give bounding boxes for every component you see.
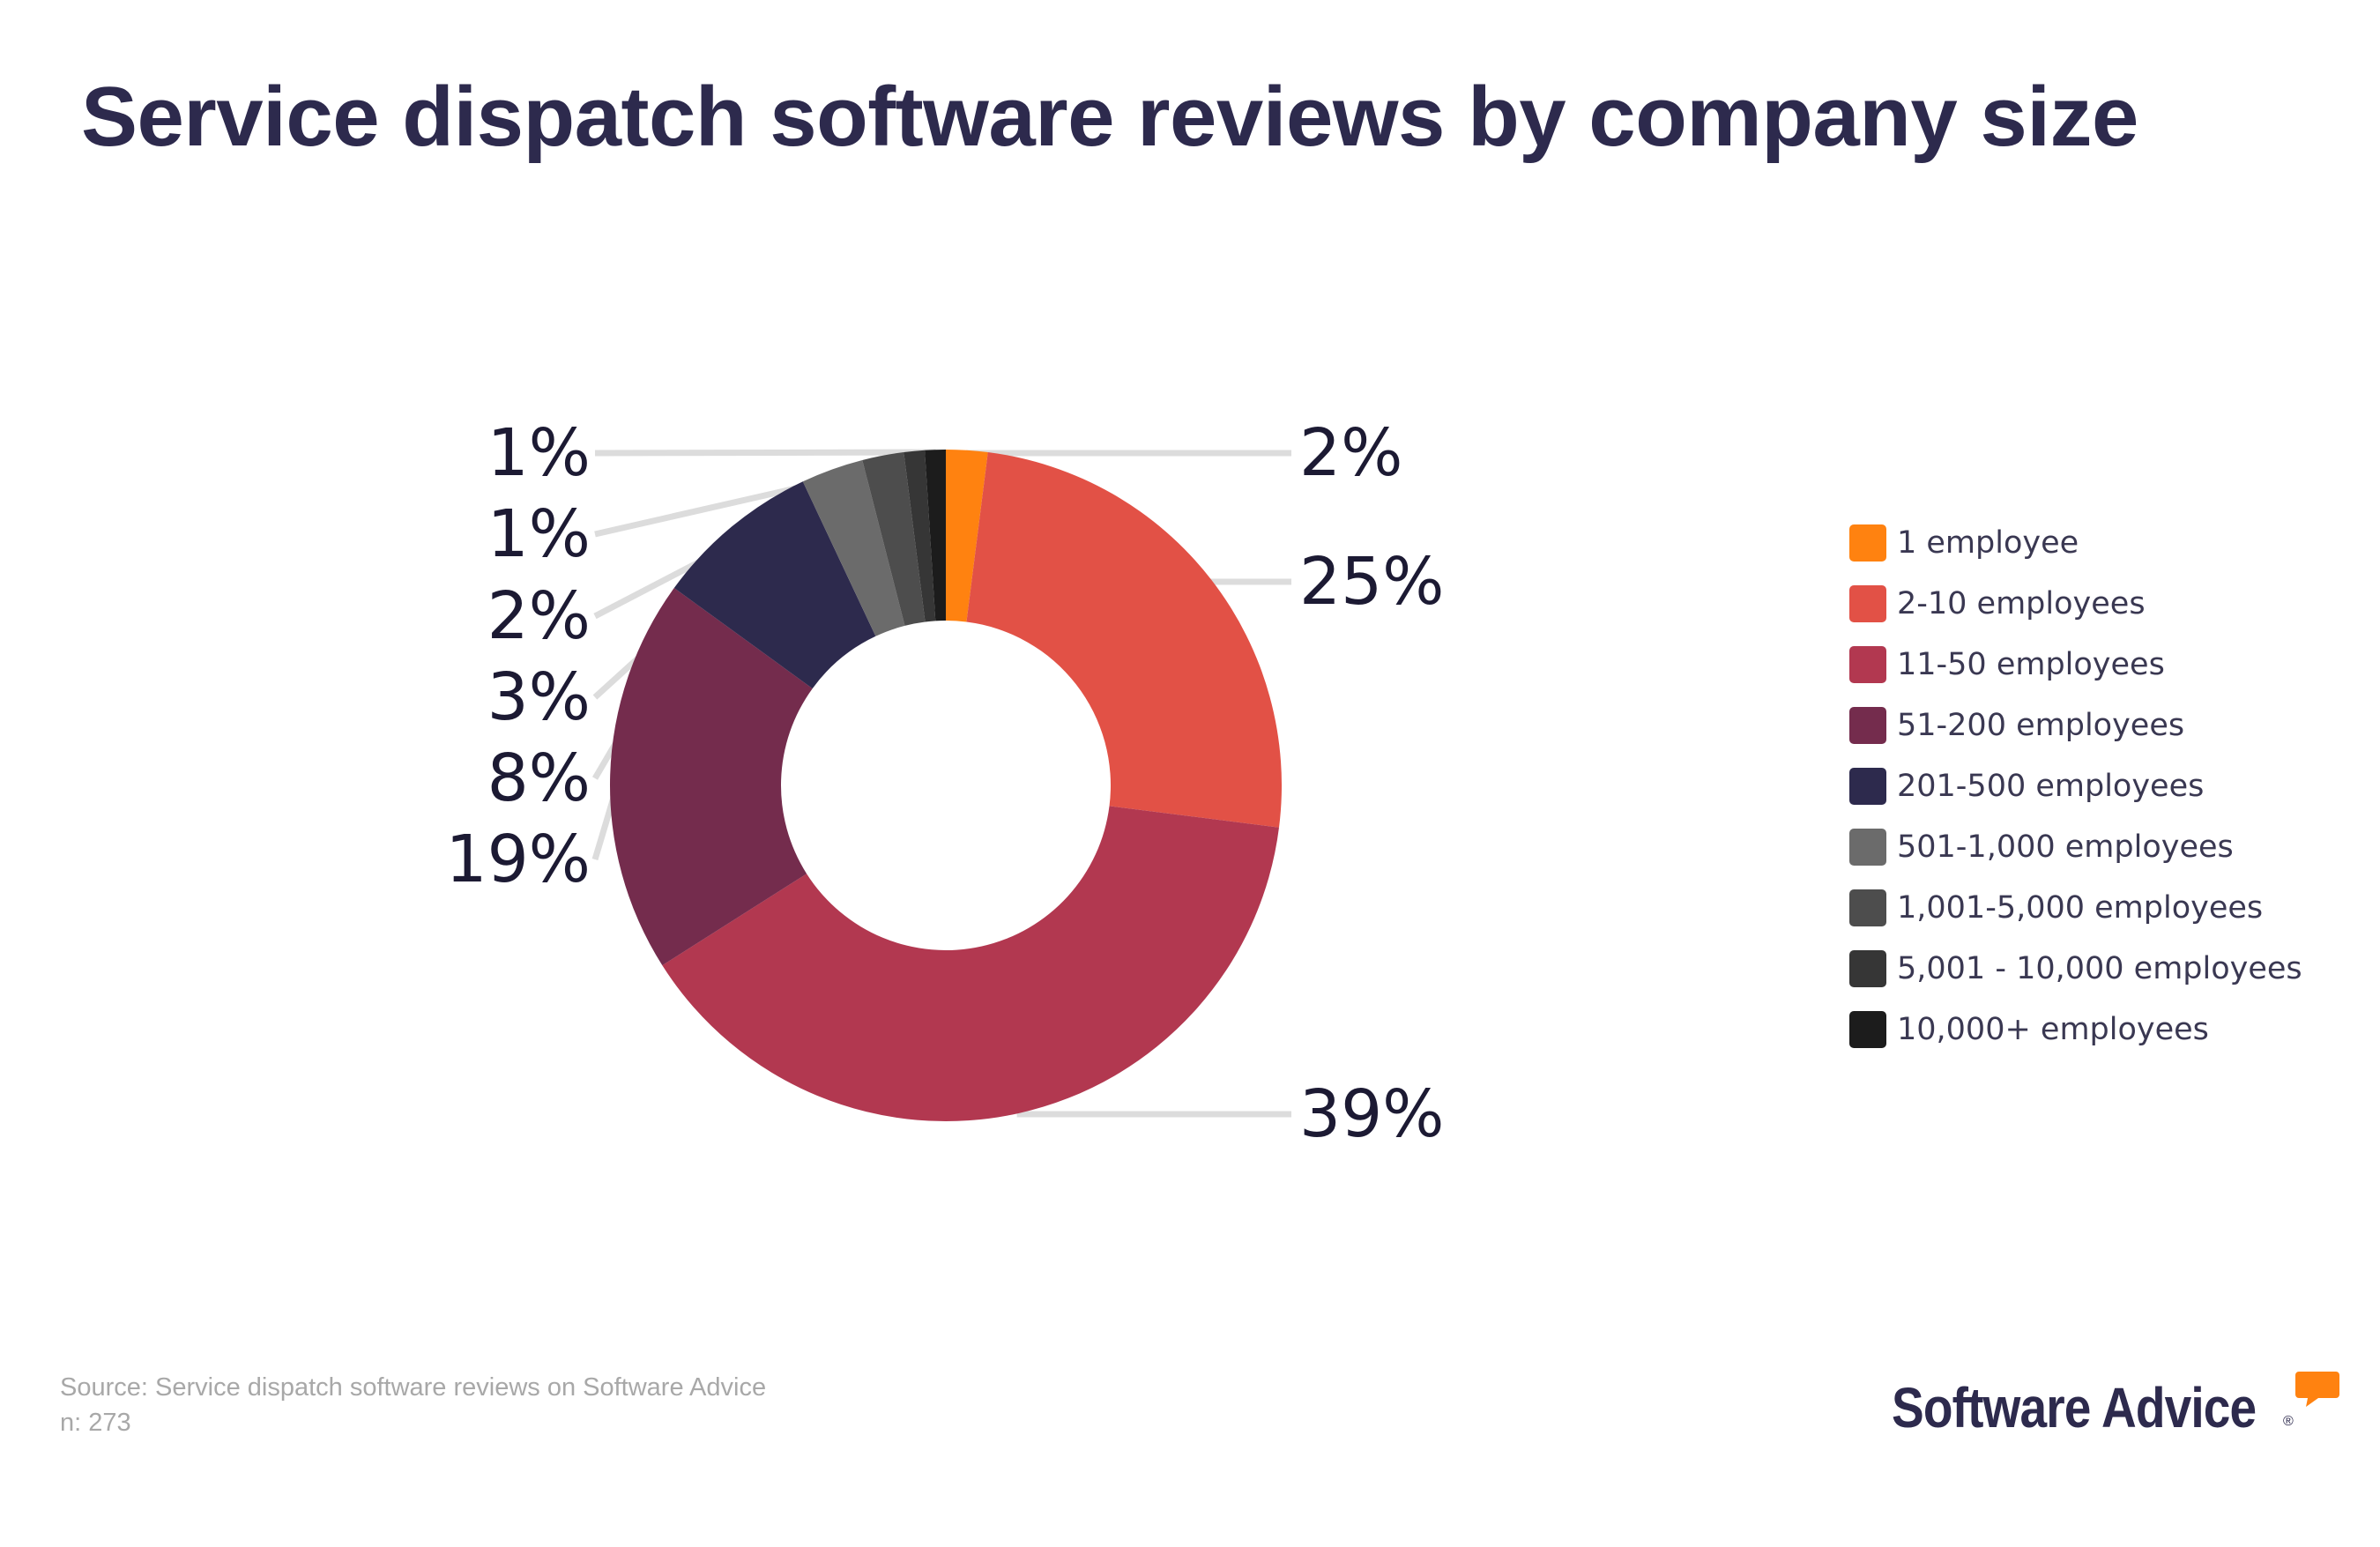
- legend-item: 5,001 - 10,000 employees: [1849, 949, 2302, 988]
- legend-swatch: [1849, 950, 1886, 987]
- slice-3: [610, 588, 813, 966]
- slice-2: [662, 806, 1279, 1122]
- slice-8: [925, 450, 946, 621]
- legend-swatch: [1849, 829, 1886, 866]
- legend-item: 51-200 employees: [1849, 706, 2184, 745]
- data-label-0: 2%: [1299, 415, 1403, 491]
- registered-mark: ®: [2283, 1414, 2294, 1429]
- legend-label: 2-10 employees: [1897, 586, 2146, 621]
- speech-bubble-icon: [2295, 1372, 2339, 1407]
- data-label-5: 3%: [487, 659, 591, 735]
- data-label-4: 8%: [487, 740, 591, 816]
- logo-text: Software Advice: [1892, 1376, 2257, 1439]
- data-label-8: 1%: [487, 415, 591, 491]
- legend-item: 10,000+ employees: [1849, 1010, 2209, 1049]
- legend-swatch: [1849, 646, 1886, 683]
- legend-label: 11-50 employees: [1897, 647, 2165, 682]
- leader-line-8: [594, 449, 936, 457]
- legend-label: 51-200 employees: [1897, 708, 2185, 743]
- legend-swatch: [1849, 768, 1886, 805]
- legend-swatch: [1849, 1011, 1886, 1048]
- source-note: Source: Service dispatch software review…: [60, 1373, 767, 1402]
- slice-5: [802, 459, 905, 636]
- slice-1: [966, 452, 1283, 828]
- legend-swatch: [1849, 524, 1886, 562]
- data-label-7: 1%: [487, 496, 591, 572]
- legend-label: 501-1,000 employees: [1897, 829, 2234, 865]
- legend-item: 201-500 employees: [1849, 767, 2204, 806]
- data-label-2: 39%: [1299, 1076, 1445, 1152]
- legend-item: 2-10 employees: [1849, 584, 2146, 623]
- legend-item: 501-1,000 employees: [1849, 828, 2234, 866]
- legend-label: 10,000+ employees: [1897, 1012, 2209, 1047]
- slice-6: [862, 452, 926, 626]
- slice-4: [673, 481, 876, 689]
- legend-swatch: [1849, 707, 1886, 744]
- legend-label: 1,001-5,000 employees: [1897, 890, 2264, 926]
- sample-size: n: 273: [60, 1409, 131, 1437]
- data-label-1: 25%: [1299, 544, 1445, 620]
- slice-0: [946, 450, 988, 622]
- data-label-3: 19%: [445, 822, 591, 897]
- legend-swatch: [1849, 585, 1886, 622]
- chart-title: Service dispatch software reviews by com…: [81, 70, 2138, 164]
- legend-label: 1 employee: [1897, 525, 2079, 561]
- software-advice-logo: Software Advice ®: [1892, 1372, 2339, 1446]
- legend-label: 5,001 - 10,000 employees: [1897, 951, 2302, 986]
- legend-item: 1 employee: [1849, 524, 2079, 562]
- legend-item: 11-50 employees: [1849, 645, 2165, 684]
- legend-item: 1,001-5,000 employees: [1849, 889, 2263, 927]
- donut-slices: [610, 450, 1283, 1122]
- legend-swatch: [1849, 889, 1886, 926]
- data-label-6: 2%: [487, 578, 591, 654]
- slice-7: [904, 450, 936, 622]
- legend-label: 201-500 employees: [1897, 769, 2205, 804]
